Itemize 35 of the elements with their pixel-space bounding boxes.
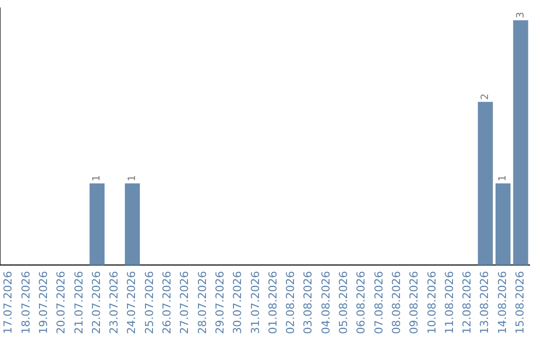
x-tick-label: 25.07.2026 <box>142 271 156 334</box>
data-label: 3 <box>515 12 526 18</box>
data-label: 2 <box>480 93 491 100</box>
x-tick-label: 12.08.2026 <box>460 271 474 334</box>
x-tick-label: 21.07.2026 <box>72 271 86 334</box>
data-label: 1 <box>126 175 138 182</box>
x-tick-label: 04.08.2026 <box>319 271 332 334</box>
x-tick-label: 02.08.2026 <box>284 271 298 334</box>
x-tick-label: 06.08.2026 <box>354 271 368 334</box>
x-tick-label: 15.08.2026 <box>514 271 527 334</box>
x-tick-label: 27.07.2026 <box>178 271 192 334</box>
x-tick-label: 30.07.2026 <box>231 271 244 334</box>
x-tick-label: 29.07.2026 <box>213 271 226 334</box>
x-tick-label: 31.07.2026 <box>248 271 262 334</box>
x-tick-label: 07.08.2026 <box>372 271 386 334</box>
x-tick-label: 11.08.2026 <box>442 271 456 334</box>
x-tick-label: 14.08.2026 <box>496 271 509 334</box>
x-tick-label: 05.08.2026 <box>337 271 350 334</box>
x-tick-label: 01.08.2026 <box>266 271 280 334</box>
x-tick-label: 24.07.2026 <box>125 271 138 334</box>
x-tick-label: 28.07.2026 <box>196 271 209 334</box>
x-tick-label: 26.07.2026 <box>160 271 174 334</box>
x-tick-label: 09.08.2026 <box>408 271 421 334</box>
data-label: 1 <box>92 175 103 182</box>
x-tick-label: 13.08.2026 <box>478 271 492 334</box>
x-tick-label: 17.07.2026 <box>2 271 15 334</box>
data-label: 1 <box>498 175 509 182</box>
x-tick-label: 22.07.2026 <box>90 271 103 334</box>
x-tick-label: 19.07.2026 <box>36 271 50 334</box>
x-tick-label: 03.08.2026 <box>302 271 315 334</box>
x-tick-label: 20.07.2026 <box>54 271 68 334</box>
x-tick-label: 23.07.2026 <box>108 271 121 334</box>
x-tick-label: 18.07.2026 <box>19 271 32 334</box>
x-tick-label: 08.08.2026 <box>390 271 403 334</box>
x-tick-label: 10.08.2026 <box>425 271 438 334</box>
